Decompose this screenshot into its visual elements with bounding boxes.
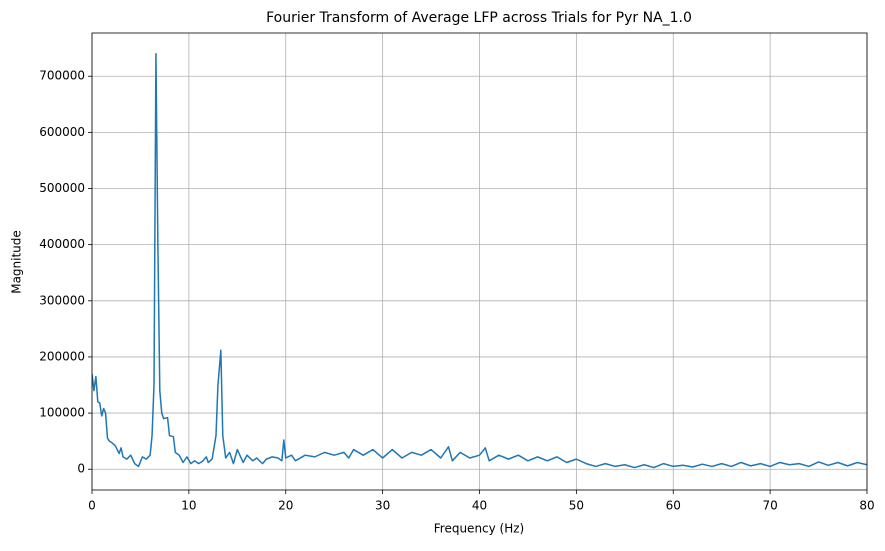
x-tick-label: 80	[859, 499, 874, 513]
x-tick-label: 10	[181, 499, 196, 513]
x-axis-label: Frequency (Hz)	[434, 522, 525, 536]
y-tick-label: 200000	[39, 349, 85, 363]
chart-title: Fourier Transform of Average LFP across …	[266, 10, 692, 26]
x-tick-label: 70	[762, 499, 777, 513]
data-line	[92, 53, 867, 469]
x-tick-label: 30	[375, 499, 390, 513]
y-axis-label: Magnitude	[10, 230, 24, 294]
y-tick-label: 100000	[39, 406, 85, 420]
plot-frame	[91, 32, 868, 491]
y-tick-label: 300000	[39, 293, 85, 307]
y-tick-label: 700000	[39, 69, 85, 83]
y-tick-label: 500000	[39, 181, 85, 195]
x-tick-label: 20	[278, 499, 293, 513]
y-tick-label: 400000	[39, 237, 85, 251]
y-tick-label: 600000	[39, 125, 85, 139]
x-tick-label: 50	[569, 499, 584, 513]
x-tick-label: 0	[88, 499, 96, 513]
x-tick-label: 40	[472, 499, 487, 513]
x-tick-label: 60	[666, 499, 681, 513]
y-tick-label: 0	[77, 462, 85, 476]
